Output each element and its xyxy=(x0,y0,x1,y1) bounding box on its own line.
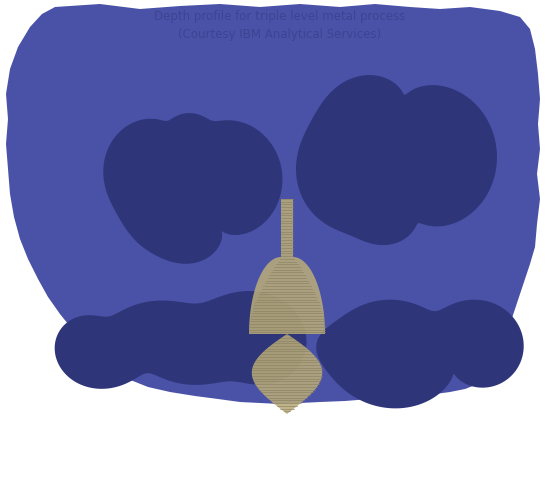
Polygon shape xyxy=(249,199,325,414)
Polygon shape xyxy=(6,5,540,404)
Polygon shape xyxy=(316,300,524,408)
Polygon shape xyxy=(55,291,306,389)
Polygon shape xyxy=(296,76,497,245)
Text: Depth profile for triple level metal process
(Courtesy IBM Analytical Services): Depth profile for triple level metal pro… xyxy=(155,10,405,41)
Polygon shape xyxy=(103,114,282,264)
